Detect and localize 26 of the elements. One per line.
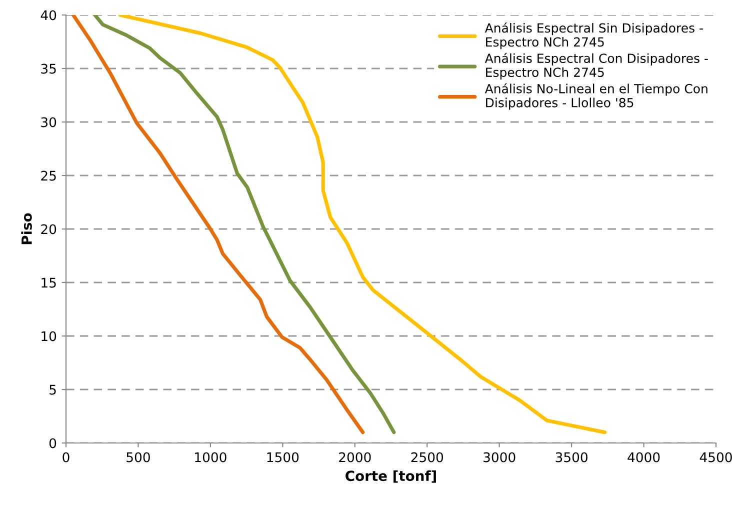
x-tick-label: 4500 bbox=[700, 452, 732, 462]
y-tick-label: 40 bbox=[40, 10, 56, 20]
x-axis-title: Corte [tonf] bbox=[346, 470, 436, 483]
x-tick-label: 1000 bbox=[195, 452, 226, 462]
y-tick-label: 0 bbox=[49, 438, 56, 448]
x-tick-label: 0 bbox=[62, 452, 70, 462]
x-tick-label: 3000 bbox=[484, 452, 516, 462]
y-tick-label: 15 bbox=[42, 278, 56, 288]
legend-label: Análisis No-Lineal en el Tiempo Con Disipadores - Llolleo '85 bbox=[484, 83, 708, 110]
x-tick-label: 4000 bbox=[628, 452, 660, 462]
y-tick-label: 5 bbox=[50, 384, 56, 395]
legend-label: Análisis Espectral Con Disipadores - Espectro NCh 2745 bbox=[484, 52, 708, 80]
x-tick-label: 2500 bbox=[411, 452, 444, 462]
y-axis-title: Piso bbox=[21, 213, 32, 244]
x-tick-label: 1500 bbox=[267, 452, 299, 462]
line-series bbox=[71, 15, 365, 434]
x-tick-label: 2000 bbox=[339, 452, 371, 462]
legend-label: Análisis Espectral Sin Disipadores - Espectro NCh 2745 bbox=[484, 22, 703, 50]
y-tick-label: 35 bbox=[41, 64, 56, 74]
x-tick-label: 500 bbox=[126, 452, 150, 462]
x-tick-label: 3500 bbox=[556, 452, 588, 462]
line-series bbox=[93, 15, 396, 434]
y-tick-label: 30 bbox=[41, 117, 56, 128]
y-tick-label: 25 bbox=[41, 170, 56, 181]
y-tick-label: 20 bbox=[41, 224, 56, 234]
y-tick-label: 10 bbox=[42, 331, 56, 342]
